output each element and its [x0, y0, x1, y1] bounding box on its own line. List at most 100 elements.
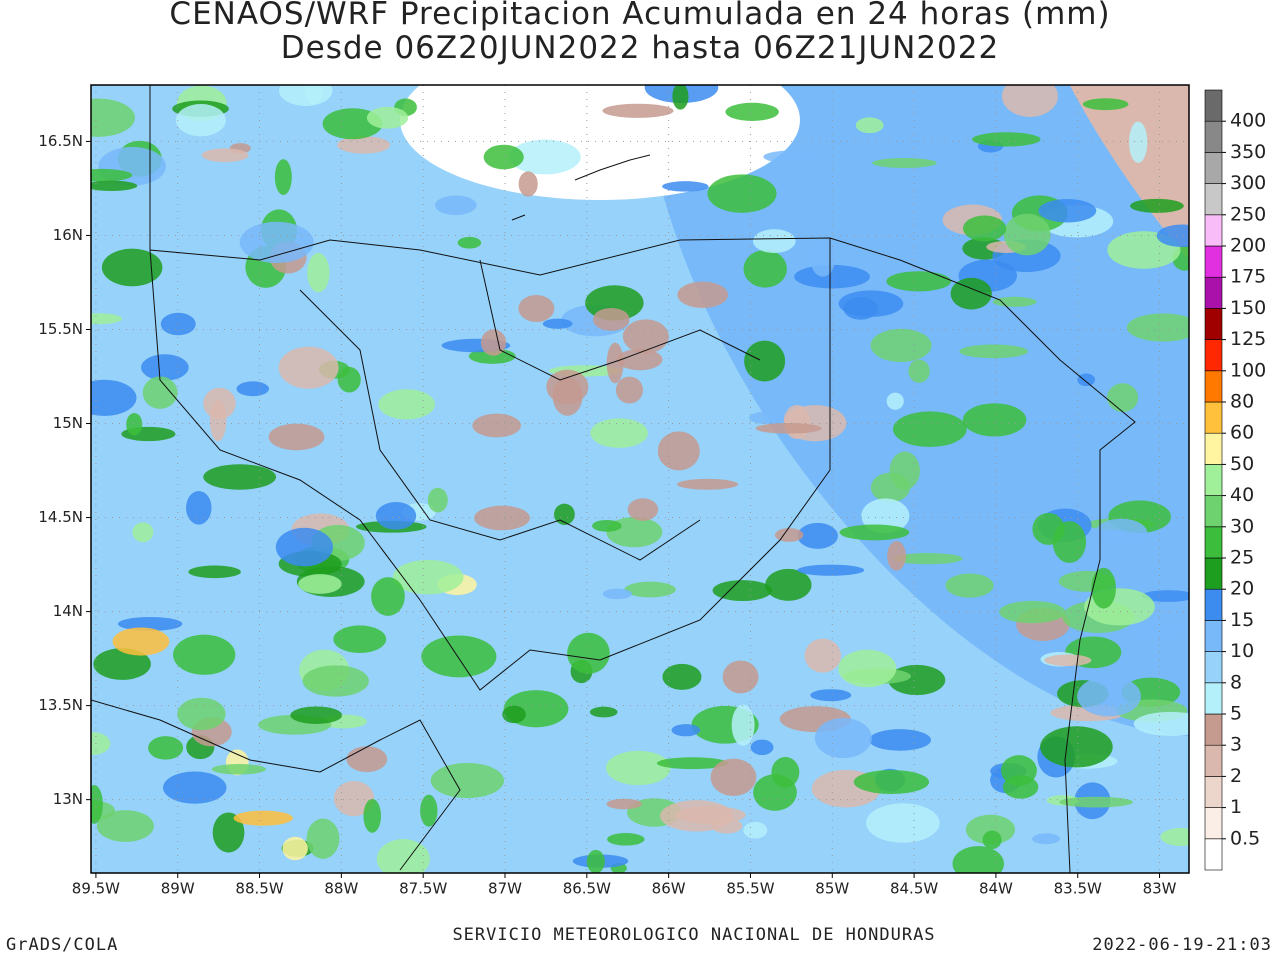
y-tick-label: 13N: [53, 790, 83, 808]
colorbar-label: 250: [1230, 203, 1266, 225]
precip-blob: [236, 381, 270, 397]
x-tick-label: 87.5W: [399, 880, 447, 898]
precip-blob: [810, 689, 852, 702]
precip-blob: [743, 822, 768, 839]
precip-blob: [992, 296, 1037, 307]
precip-blob: [763, 150, 820, 164]
precip-blob: [755, 423, 822, 434]
colorbar-box: [1204, 89, 1223, 122]
y-tick-label: 15N: [53, 414, 83, 432]
colorbar-label: 80: [1230, 391, 1254, 413]
precip-blob: [434, 195, 477, 215]
precip-blob: [117, 616, 183, 631]
y-tick-label: 14N: [53, 602, 83, 620]
colorbar-box: [1204, 183, 1223, 216]
precip-blob: [952, 846, 1005, 873]
x-tick-label: 86.5W: [563, 880, 611, 898]
precip-blob: [839, 524, 910, 541]
precip-blob: [731, 704, 755, 746]
precip-blob: [302, 665, 369, 697]
precip-blob: [783, 404, 811, 440]
precip-blob: [188, 565, 241, 579]
precip-blob: [333, 780, 375, 817]
colorbar-label: 30: [1230, 515, 1254, 537]
precip-blob: [298, 574, 342, 594]
colorbar-label: 125: [1230, 328, 1266, 350]
precip-blob: [378, 389, 435, 420]
precip-blob: [982, 830, 1002, 850]
precip-blob: [1040, 726, 1113, 768]
footer-center: SERVICIO METEOROLOGICO NACIONAL DE HONDU…: [452, 925, 935, 945]
precip-blob: [91, 313, 123, 325]
precip-blob: [233, 810, 293, 826]
precip-blob: [239, 221, 314, 264]
precip-blob: [175, 103, 226, 137]
precip-blob: [662, 181, 709, 192]
precip-blob: [677, 281, 729, 308]
y-tick-label: 16.5N: [38, 132, 83, 150]
precip-blob: [656, 757, 728, 770]
colorbar-label: 20: [1230, 578, 1254, 600]
x-tick-label: 89W: [161, 880, 195, 898]
precip-blob: [177, 697, 226, 731]
precip-blob: [212, 812, 245, 853]
precip-blob: [602, 588, 632, 600]
colorbar-box: [1204, 807, 1223, 840]
colorbar-box: [1204, 651, 1223, 684]
precip-blob: [307, 253, 330, 293]
precip-blob: [870, 472, 911, 503]
precip-blob: [1077, 373, 1096, 387]
precip-blob: [972, 132, 1041, 147]
precip-blob: [509, 139, 581, 175]
precip-blob: [606, 342, 624, 384]
x-tick-label: 83W: [1143, 880, 1177, 898]
precip-blob: [278, 346, 339, 389]
x-tick-label: 87W: [488, 880, 522, 898]
precip-blob: [101, 248, 163, 287]
colorbar-label: 200: [1230, 235, 1266, 257]
precip-blob: [872, 157, 937, 169]
precip-blob: [1044, 654, 1092, 667]
colorbar-label: 25: [1230, 547, 1254, 569]
precip-blob: [160, 312, 196, 336]
precip-blob: [1082, 98, 1129, 111]
precip-blob: [1160, 828, 1189, 846]
colorbar-box: [1204, 620, 1223, 652]
colorbar-box: [1204, 557, 1223, 590]
precip-blob: [91, 168, 133, 182]
precip-blob: [1000, 755, 1037, 786]
precip-blob: [1038, 199, 1097, 223]
colorbar-box: [1204, 401, 1223, 434]
precip-blob: [518, 171, 538, 197]
precip-blob: [662, 663, 702, 690]
precip-blob: [750, 739, 774, 756]
precip-blob: [91, 732, 111, 756]
precip-blob: [333, 625, 387, 654]
precip-blob: [1095, 518, 1148, 548]
x-tick-label: 83.5W: [1054, 880, 1102, 898]
precip-blob: [126, 412, 143, 436]
precip-blob: [853, 769, 930, 794]
precip-blob: [542, 318, 573, 329]
colorbar-box: [1204, 588, 1223, 621]
subtitle: Desde 06Z20JUN2022 hasta 06Z21JUN2022: [281, 30, 999, 66]
x-tick-label: 89.5W: [72, 880, 120, 898]
precip-blob: [725, 102, 779, 121]
colorbar-box: [1204, 464, 1223, 496]
precip-blob: [274, 159, 292, 196]
precip-blob: [430, 762, 505, 799]
precip-blob: [1129, 121, 1148, 163]
dry-area: [400, 85, 800, 200]
colorbar-box: [1204, 308, 1223, 340]
colorbar-label: 5: [1230, 703, 1242, 725]
precip-blob: [1003, 213, 1051, 256]
grid: 89.5W 89W 88.5W 88W 87.5W 87W 86.5W 86W 85.5W 85W…: [38, 85, 1189, 898]
precip-blob: [627, 498, 659, 521]
precip-blob: [814, 717, 872, 759]
y-tick-label: 15.5N: [38, 320, 83, 338]
colorbar-box: [1204, 370, 1223, 403]
colorbar-box: [1204, 214, 1223, 247]
precip-field: [91, 85, 1189, 873]
precip-blob: [616, 348, 663, 371]
